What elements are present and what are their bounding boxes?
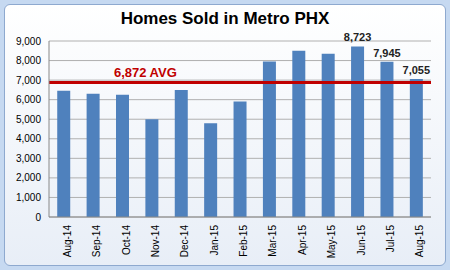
svg-text:Apr-15: Apr-15 bbox=[297, 225, 308, 255]
svg-text:Dec-14: Dec-14 bbox=[179, 225, 190, 258]
svg-text:4,000: 4,000 bbox=[16, 133, 41, 144]
svg-text:Jul-15: Jul-15 bbox=[385, 225, 396, 253]
svg-text:Sep-14: Sep-14 bbox=[91, 225, 102, 258]
svg-text:9,000: 9,000 bbox=[16, 36, 41, 47]
svg-text:7,055: 7,055 bbox=[403, 64, 431, 76]
svg-text:0: 0 bbox=[35, 212, 41, 223]
svg-text:3,000: 3,000 bbox=[16, 153, 41, 164]
svg-text:Nov-14: Nov-14 bbox=[150, 225, 161, 258]
svg-text:7,945: 7,945 bbox=[373, 47, 401, 59]
svg-text:5,000: 5,000 bbox=[16, 114, 41, 125]
svg-text:6,872 AVG: 6,872 AVG bbox=[114, 65, 177, 80]
svg-text:Mar-15: Mar-15 bbox=[267, 225, 278, 257]
svg-text:8,000: 8,000 bbox=[16, 55, 41, 66]
svg-text:May-15: May-15 bbox=[326, 225, 337, 259]
svg-text:Feb-15: Feb-15 bbox=[238, 225, 249, 257]
svg-text:Oct-14: Oct-14 bbox=[121, 225, 132, 255]
svg-text:Aug-15: Aug-15 bbox=[414, 225, 425, 258]
svg-text:Aug-14: Aug-14 bbox=[62, 225, 73, 258]
svg-text:8,723: 8,723 bbox=[344, 33, 372, 43]
svg-text:Jun-15: Jun-15 bbox=[356, 225, 367, 256]
svg-text:1,000: 1,000 bbox=[16, 192, 41, 203]
svg-text:Jan-15: Jan-15 bbox=[209, 225, 220, 256]
html-text:Homes Sold in Metro PHX: Homes Sold in Metro PHX bbox=[120, 9, 330, 28]
svg-text:6,000: 6,000 bbox=[16, 94, 41, 105]
svg-text:2,000: 2,000 bbox=[16, 172, 41, 183]
svg-text:7,000: 7,000 bbox=[16, 75, 41, 86]
